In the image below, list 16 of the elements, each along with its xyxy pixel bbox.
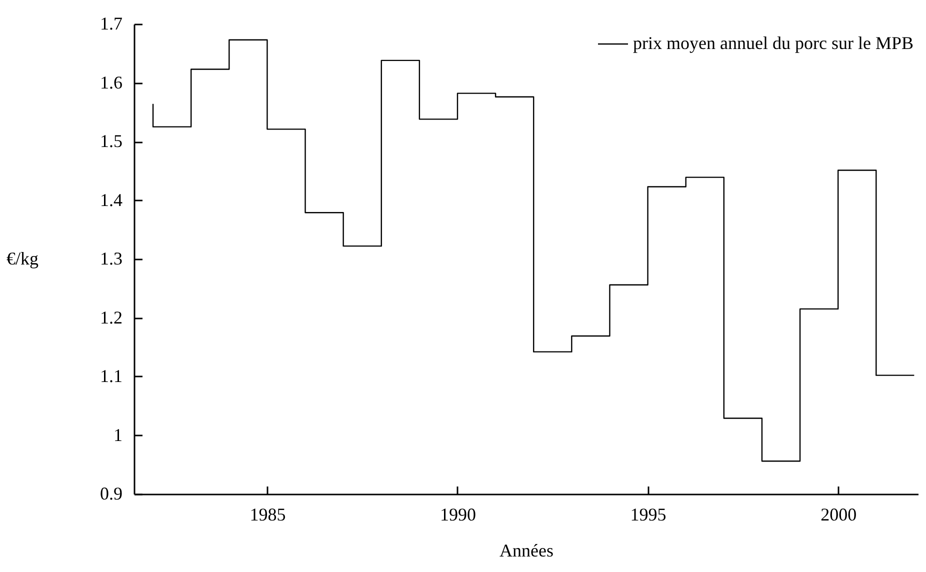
x-tick-label: 1990 (440, 504, 476, 524)
y-tick-label: 1.6 (100, 72, 122, 92)
y-tick-label: 1.3 (100, 248, 122, 268)
y-tick-label: 1.7 (100, 14, 122, 34)
x-tick-label: 1985 (250, 504, 286, 524)
x-tick-label: 1995 (630, 504, 666, 524)
y-tick-label: 1.5 (100, 131, 122, 151)
y-tick-label: 1 (114, 424, 122, 445)
y-tick-label: 1.4 (100, 190, 122, 210)
y-axis-title: €/kg (6, 248, 39, 268)
x-tick-label: 2000 (820, 504, 857, 524)
y-tick-label: 1.2 (100, 307, 122, 328)
legend-label: prix moyen annuel du porc sur le MPB (633, 33, 914, 53)
x-axis-title: Années (500, 540, 554, 560)
y-tick-label: 1.1 (100, 366, 122, 386)
y-tick-label: 0.9 (100, 484, 122, 504)
